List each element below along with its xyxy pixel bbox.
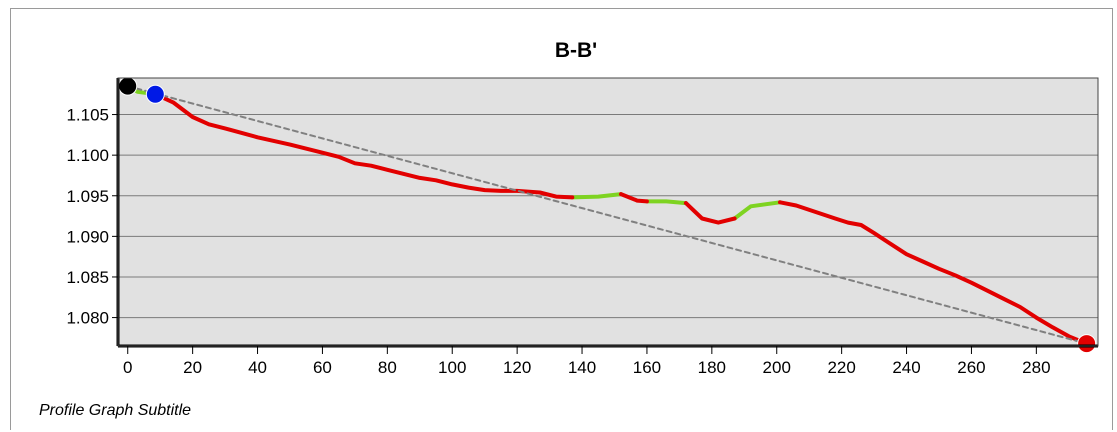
x-tick-label: 20 <box>183 358 202 377</box>
plot-border <box>117 77 1099 347</box>
x-tick-label: 260 <box>957 358 985 377</box>
marker-layer <box>118 76 1097 354</box>
y-tick-label: 1.105 <box>66 106 109 125</box>
x-tick-label: 220 <box>827 358 855 377</box>
chart-title: B-B' <box>555 39 597 62</box>
x-tick-label: 200 <box>763 358 791 377</box>
profile-segment <box>732 200 782 221</box>
profile-segment <box>683 201 737 225</box>
profile-point-marker <box>118 76 138 96</box>
profile-point-marker <box>1077 334 1097 354</box>
x-tick-label: 40 <box>248 358 267 377</box>
chart-frame: B-B' 1.080 1.085 1.090 1.095 1.100 1.105 0 20 40… <box>10 8 1113 430</box>
y-tick-label: 1.080 <box>66 309 109 328</box>
trend-line <box>126 85 1088 345</box>
profile-segment <box>619 192 649 204</box>
y-tick-label: 1.090 <box>66 227 109 246</box>
x-tick-label: 140 <box>568 358 596 377</box>
profile-segment <box>570 192 623 200</box>
y-tick-label: 1.095 <box>66 187 109 206</box>
profile-chart: B-B' 1.080 1.085 1.090 1.095 1.100 1.105 0 20 40… <box>39 39 1099 419</box>
x-tick-label: 280 <box>1022 358 1050 377</box>
y-tick-label: 1.100 <box>66 146 109 165</box>
x-tick-label: 180 <box>698 358 726 377</box>
x-tick-label: 80 <box>378 358 397 377</box>
profile-point-marker <box>145 84 165 104</box>
x-tick-label: 240 <box>892 358 920 377</box>
x-tick-label: 100 <box>438 358 466 377</box>
x-tick-label: 120 <box>503 358 531 377</box>
plot-area <box>118 78 1098 346</box>
series-layer <box>125 84 1089 346</box>
profile-segment <box>153 92 575 200</box>
profile-segment <box>644 199 688 206</box>
y-tick-label: 1.085 <box>66 268 109 287</box>
axis-ticks: 1.080 1.085 1.090 1.095 1.100 1.105 0 20 40 60 80 1… <box>66 106 1050 377</box>
x-tick-label: 60 <box>313 358 332 377</box>
profile-segment <box>778 200 1089 346</box>
chart-subtitle: Profile Graph Subtitle <box>39 402 191 419</box>
x-tick-label: 160 <box>633 358 661 377</box>
gridlines <box>118 114 1098 319</box>
x-tick-label: 0 <box>123 358 132 377</box>
